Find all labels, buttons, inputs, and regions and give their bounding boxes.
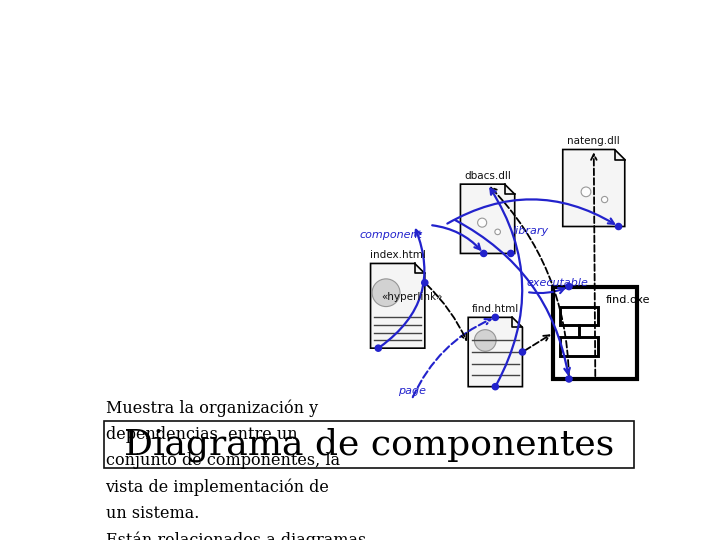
Circle shape xyxy=(566,284,572,289)
Circle shape xyxy=(495,229,500,235)
Circle shape xyxy=(481,251,487,256)
Circle shape xyxy=(422,280,428,286)
Text: library: library xyxy=(512,226,548,236)
Circle shape xyxy=(474,330,496,351)
Circle shape xyxy=(616,224,621,230)
Text: Diagrama de componentes: Diagrama de componentes xyxy=(124,427,614,462)
Text: find.html: find.html xyxy=(472,304,519,314)
Text: component: component xyxy=(359,230,422,240)
Bar xyxy=(560,307,598,326)
Polygon shape xyxy=(569,175,603,209)
Polygon shape xyxy=(594,189,616,211)
Polygon shape xyxy=(371,264,425,348)
Text: index.html: index.html xyxy=(370,251,426,260)
Polygon shape xyxy=(488,222,507,241)
Bar xyxy=(104,421,634,468)
Bar xyxy=(554,287,637,379)
Circle shape xyxy=(601,197,608,202)
Text: dbacs.dll: dbacs.dll xyxy=(464,171,511,181)
Circle shape xyxy=(508,251,514,256)
Text: page: page xyxy=(397,386,426,396)
Polygon shape xyxy=(461,184,515,253)
Text: «hyperlink»: «hyperlink» xyxy=(381,292,442,302)
Bar xyxy=(560,338,598,356)
Circle shape xyxy=(375,345,382,351)
Circle shape xyxy=(477,218,487,227)
Text: executable: executable xyxy=(526,278,588,288)
Circle shape xyxy=(519,349,526,355)
Text: nateng.dll: nateng.dll xyxy=(567,137,620,146)
Polygon shape xyxy=(467,207,498,238)
Circle shape xyxy=(566,376,572,382)
Text: Muestra la organización y
dependencias  entre un
conjunto de componentes, la
vis: Muestra la organización y dependencias e… xyxy=(106,400,366,540)
Circle shape xyxy=(492,314,498,320)
Polygon shape xyxy=(563,150,625,226)
Polygon shape xyxy=(468,318,523,387)
Circle shape xyxy=(372,279,400,307)
Text: find.oxe: find.oxe xyxy=(606,295,650,306)
Circle shape xyxy=(492,383,498,390)
Circle shape xyxy=(581,187,591,197)
